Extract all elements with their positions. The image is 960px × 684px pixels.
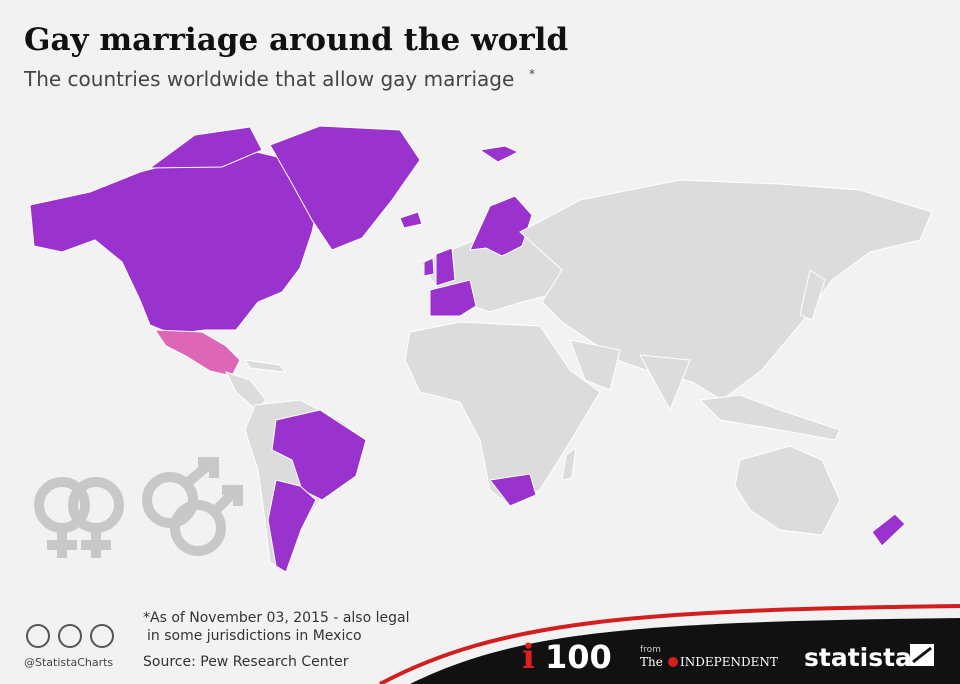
footnote: *As of November 03, 2015 - also legal	[143, 610, 409, 626]
ireland	[423, 257, 435, 277]
handle: @StatistaCharts	[24, 656, 113, 669]
south-africa	[489, 473, 537, 507]
madagascar	[561, 446, 577, 481]
britain	[435, 247, 456, 287]
subtitle-mark: *	[529, 67, 535, 81]
australia	[734, 445, 841, 536]
iceland	[399, 211, 423, 229]
footer-curve	[379, 604, 960, 684]
brand-i: i	[522, 637, 535, 677]
independent: INDEPENDENT	[680, 655, 778, 669]
brand-100: 100	[545, 638, 612, 676]
statista: statista	[804, 643, 912, 672]
north-america	[29, 147, 321, 335]
france-iberia	[429, 279, 477, 317]
source: Source: Pew Research Center	[143, 654, 349, 670]
svalbard	[478, 145, 520, 163]
world-map	[29, 125, 933, 573]
title: Gay marriage around the world	[24, 22, 568, 58]
gender-symbols	[34, 457, 243, 558]
footer-band	[410, 618, 960, 684]
from: from	[640, 645, 661, 655]
arctic-islands	[148, 126, 263, 169]
statista-logo-mark	[912, 646, 932, 664]
subtitle: The countries worldwide that allow gay m…	[23, 67, 514, 91]
caribbean	[244, 359, 287, 373]
mexico	[154, 329, 241, 377]
license-icons	[26, 624, 114, 648]
footnote: in some jurisdictions in Mexico	[147, 628, 362, 644]
greenland	[269, 125, 421, 251]
japan	[799, 269, 826, 321]
southeast-asia	[698, 394, 841, 441]
eagle-dot	[668, 657, 678, 667]
new-zealand	[871, 513, 906, 547]
brazil	[271, 409, 367, 501]
arabia-india	[569, 339, 691, 412]
asia	[519, 179, 933, 401]
argentina-uruguay	[267, 479, 317, 573]
the: The	[640, 655, 663, 669]
